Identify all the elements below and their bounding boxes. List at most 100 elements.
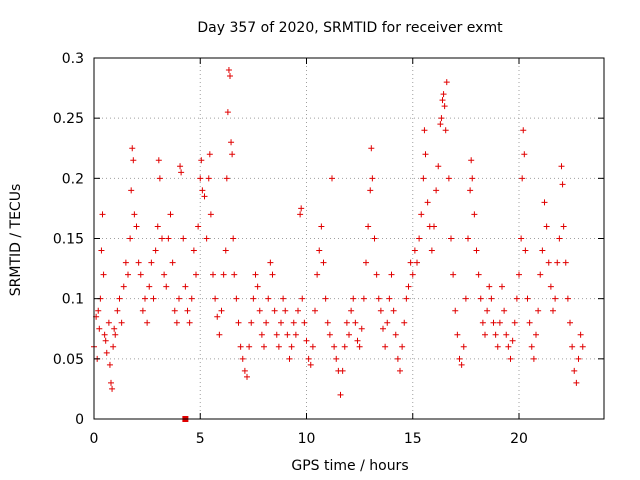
data-point [486, 283, 493, 290]
data-point [384, 319, 391, 326]
data-point [350, 295, 357, 302]
data-point [298, 205, 305, 212]
data-point [530, 355, 537, 362]
data-point [458, 361, 465, 368]
data-point [263, 319, 270, 326]
data-point [441, 103, 448, 110]
data-point [386, 295, 393, 302]
data-point [479, 319, 486, 326]
data-point [137, 271, 144, 278]
data-point [102, 337, 109, 344]
data-point [198, 157, 205, 164]
data-point [467, 187, 474, 194]
data-point [505, 343, 512, 350]
data-point [363, 259, 369, 266]
data-point [411, 247, 418, 254]
data-point [440, 91, 447, 98]
data-point [428, 247, 435, 254]
data-point [401, 319, 408, 326]
data-point [161, 271, 168, 278]
data-point [130, 157, 137, 164]
data-point [420, 175, 427, 182]
data-point [150, 295, 157, 302]
data-point [216, 331, 223, 338]
data-point [543, 223, 550, 230]
data-point [318, 223, 325, 230]
data-point [265, 295, 272, 302]
data-point [552, 295, 559, 302]
data-point [490, 319, 497, 326]
data-point [195, 223, 202, 230]
data-points [91, 67, 586, 422]
data-point [218, 307, 225, 314]
y-tick-label: 0.25 [53, 111, 84, 127]
data-point [131, 211, 138, 218]
data-point [244, 373, 250, 380]
data-point [324, 319, 331, 326]
data-point [230, 235, 237, 242]
y-tick-label: 0.05 [53, 352, 84, 368]
data-point [356, 343, 363, 350]
data-point [227, 73, 233, 80]
data-point [522, 247, 529, 254]
data-point [127, 235, 134, 242]
y-axis-label: SRMTID / TECUs [8, 184, 24, 297]
x-axis-label: GPS time / hours [291, 458, 408, 474]
data-point [105, 319, 112, 326]
data-point [109, 385, 116, 392]
data-point [177, 163, 184, 170]
data-point [439, 97, 446, 104]
data-point [509, 337, 516, 344]
data-point [167, 211, 174, 218]
data-point [142, 295, 148, 302]
data-point [223, 175, 230, 182]
data-point [258, 331, 265, 338]
data-point [201, 193, 208, 200]
data-point [519, 175, 526, 182]
data-point [431, 223, 437, 230]
data-point [341, 343, 348, 350]
data-point [558, 163, 565, 170]
data-point [256, 307, 263, 314]
chart-title: Day 357 of 2020, SRMTID for receiver exm… [197, 20, 503, 36]
data-point [394, 355, 401, 362]
data-point [388, 271, 395, 278]
data-point [484, 307, 491, 314]
data-point [275, 343, 282, 350]
data-point [282, 307, 289, 314]
data-point [222, 247, 229, 254]
data-point [556, 235, 563, 242]
data-point [371, 235, 378, 242]
data-point [367, 187, 374, 194]
data-point [560, 223, 567, 230]
data-point [437, 121, 444, 128]
data-point [535, 307, 542, 314]
data-point [421, 127, 428, 134]
data-point [169, 259, 176, 266]
data-point [284, 331, 291, 338]
data-point [579, 343, 586, 350]
data-point [448, 235, 454, 242]
data-point [501, 307, 508, 314]
data-point [343, 319, 350, 326]
data-point [250, 295, 257, 302]
data-point [346, 331, 352, 338]
data-point [280, 295, 287, 302]
data-point [286, 355, 293, 362]
data-point [331, 343, 338, 350]
data-point [314, 271, 321, 278]
data-point [465, 235, 471, 242]
data-point [337, 391, 344, 398]
data-point [135, 259, 142, 266]
data-point [516, 271, 522, 278]
data-point [112, 331, 119, 338]
data-point [333, 355, 340, 362]
data-point [494, 343, 501, 350]
data-point [110, 343, 117, 350]
data-point [241, 367, 248, 374]
data-point [488, 295, 495, 302]
data-point [562, 259, 569, 266]
data-point [375, 295, 382, 302]
